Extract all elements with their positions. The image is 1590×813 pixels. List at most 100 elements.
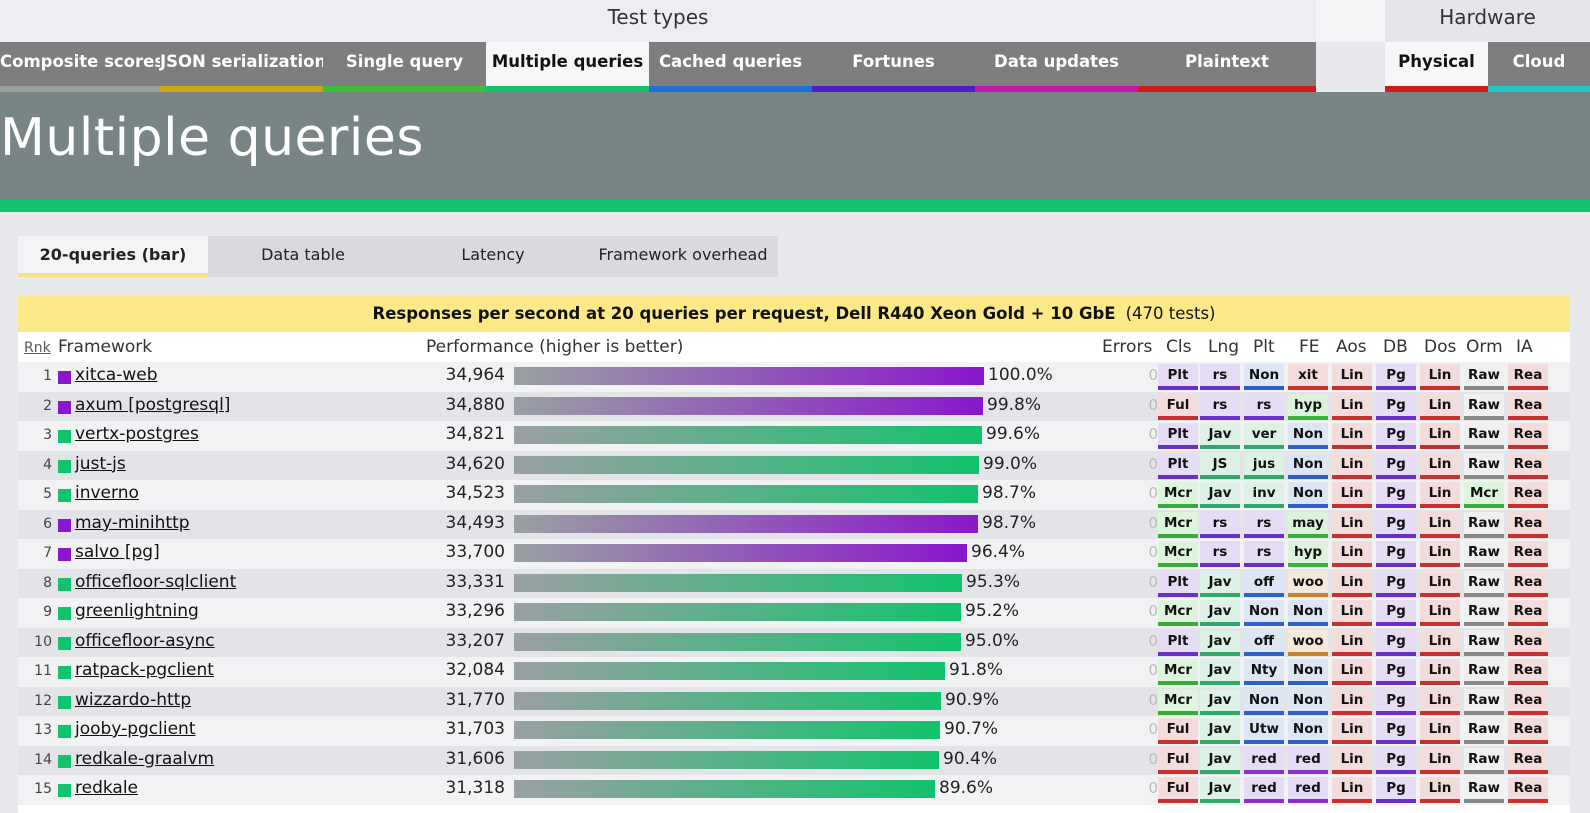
framework-color-swatch	[58, 695, 71, 709]
tag-dos: Lin	[1420, 364, 1460, 390]
tag-fe: may	[1288, 511, 1328, 538]
tag-fe: Non	[1288, 659, 1328, 685]
tag-aos: Lin	[1332, 393, 1372, 420]
subtab-latency[interactable]: Latency	[398, 236, 588, 277]
tab-fortunes[interactable]: Fortunes	[812, 42, 975, 92]
hardware-tab-physical[interactable]: Physical	[1385, 42, 1488, 92]
tag-plt: Non	[1244, 364, 1284, 390]
tab-json-serialization[interactable]: JSON serialization	[160, 42, 326, 92]
tag-db: Pg	[1376, 570, 1416, 597]
framework-link[interactable]: vertx-postgres	[75, 424, 199, 444]
tag-aos: Lin	[1332, 570, 1372, 597]
framework-link[interactable]: jooby-pgclient	[75, 719, 196, 739]
tag-cls: Plt	[1158, 452, 1198, 479]
framework-link[interactable]: axum [postgresql]	[75, 394, 231, 415]
rank: 8	[43, 574, 52, 591]
tag-dos: Lin	[1420, 393, 1460, 420]
tag-fe: Non	[1288, 718, 1328, 744]
tag-db: Pg	[1376, 718, 1416, 744]
framework-link[interactable]: officefloor-async	[75, 630, 215, 651]
errors-value: 0	[1148, 749, 1158, 768]
tag-aos: Lin	[1332, 452, 1372, 479]
subtab-data-table[interactable]: Data table	[208, 236, 398, 277]
tag-db: Pg	[1376, 393, 1416, 420]
tag-lng: JS	[1200, 452, 1240, 479]
chart-title-text: Responses per second at 20 queries per r…	[372, 304, 1116, 323]
tab-data-updates[interactable]: Data updates	[975, 42, 1138, 92]
col-rnk[interactable]: Rnk	[24, 340, 51, 356]
tag-plt: red	[1244, 777, 1284, 803]
tag-orm: Raw	[1464, 600, 1504, 626]
rank: 13	[34, 722, 52, 738]
percent-value: 99.0%	[983, 453, 1038, 474]
table-row: 8 officefloor-sqlclient 33,331 95.3% 0 Plt Jav…	[18, 568, 1570, 599]
table-row: 12 wizzardo-http 31,770 90.9% 0 Mcr Jav Non Non L…	[18, 686, 1570, 717]
tag-lng: Jav	[1200, 659, 1240, 685]
framework-link[interactable]: xitca-web	[75, 365, 158, 385]
rps-value: 34,523	[445, 483, 505, 503]
tag-db: Pg	[1376, 423, 1416, 449]
tag-cls: Plt	[1158, 629, 1198, 656]
tag-cls: Ful	[1158, 718, 1198, 744]
tag-orm: Raw	[1464, 747, 1504, 774]
tag-ia: Rea	[1508, 393, 1548, 420]
framework-color-swatch	[58, 754, 71, 768]
tag-lng: Jav	[1200, 423, 1240, 449]
subtab-20-queries-bar[interactable]: 20-queries (bar)	[18, 236, 208, 277]
rank: 10	[34, 633, 52, 650]
tag-db: Pg	[1376, 541, 1416, 567]
tag-cls: Ful	[1158, 777, 1198, 803]
tag-orm: Raw	[1464, 511, 1504, 538]
tag-orm: Raw	[1464, 688, 1504, 715]
framework-link[interactable]: just-js	[75, 453, 126, 474]
framework-link[interactable]: greenlightning	[75, 601, 199, 621]
framework-link[interactable]: wizzardo-http	[75, 689, 192, 710]
percent-value: 95.2%	[965, 601, 1020, 621]
rps-value: 31,703	[445, 719, 505, 739]
performance-bar	[514, 485, 978, 503]
rank: 4	[43, 456, 52, 473]
tag-cls: Mcr	[1158, 688, 1198, 715]
tag-fe: woo	[1288, 570, 1328, 597]
percent-value: 100.0%	[988, 365, 1053, 385]
tag-ia: Rea	[1508, 718, 1548, 744]
errors-value: 0	[1148, 454, 1158, 473]
framework-color-swatch	[58, 459, 71, 473]
framework-link[interactable]: redkale	[75, 778, 139, 798]
tab-composite-scores[interactable]: Composite scores	[0, 42, 164, 92]
tag-plt: off	[1244, 629, 1284, 656]
col-dos: Dos	[1424, 337, 1457, 357]
tag-fe: Non	[1288, 600, 1328, 626]
tag-plt: inv	[1244, 482, 1284, 508]
framework-link[interactable]: inverno	[75, 483, 139, 503]
framework-color-swatch	[58, 577, 71, 591]
tag-orm: Mcr	[1464, 482, 1504, 508]
framework-link[interactable]: redkale-graalvm	[75, 748, 215, 769]
tab-cached-queries[interactable]: Cached queries	[649, 42, 812, 92]
framework-color-swatch	[58, 636, 71, 650]
tag-orm: Raw	[1464, 570, 1504, 597]
percent-value: 90.9%	[945, 689, 1000, 710]
hardware-tab-cloud[interactable]: Cloud	[1488, 42, 1590, 92]
tag-orm: Raw	[1464, 777, 1504, 803]
tag-lng: rs	[1200, 393, 1240, 420]
subtab-framework-overhead[interactable]: Framework overhead	[588, 236, 778, 277]
tag-ia: Rea	[1508, 747, 1548, 774]
col-lng: Lng	[1208, 337, 1240, 357]
performance-bar	[514, 573, 962, 592]
tag-dos: Lin	[1420, 688, 1460, 715]
tag-plt: jus	[1244, 452, 1284, 479]
performance-bar	[514, 632, 961, 651]
tab-multiple-queries[interactable]: Multiple queries	[486, 42, 649, 92]
tag-dos: Lin	[1420, 659, 1460, 685]
performance-bar	[514, 750, 939, 769]
rank: 6	[43, 515, 52, 532]
col-errors: Errors	[1102, 337, 1153, 357]
tab-single-query[interactable]: Single query	[323, 42, 486, 92]
framework-link[interactable]: may-minihttp	[75, 512, 190, 533]
framework-link[interactable]: officefloor-sqlclient	[75, 571, 237, 592]
tab-plaintext[interactable]: Plaintext	[1138, 42, 1316, 92]
framework-link[interactable]: ratpack-pgclient	[75, 660, 214, 680]
rank: 14	[34, 751, 52, 768]
framework-link[interactable]: salvo [pg]	[75, 542, 160, 562]
